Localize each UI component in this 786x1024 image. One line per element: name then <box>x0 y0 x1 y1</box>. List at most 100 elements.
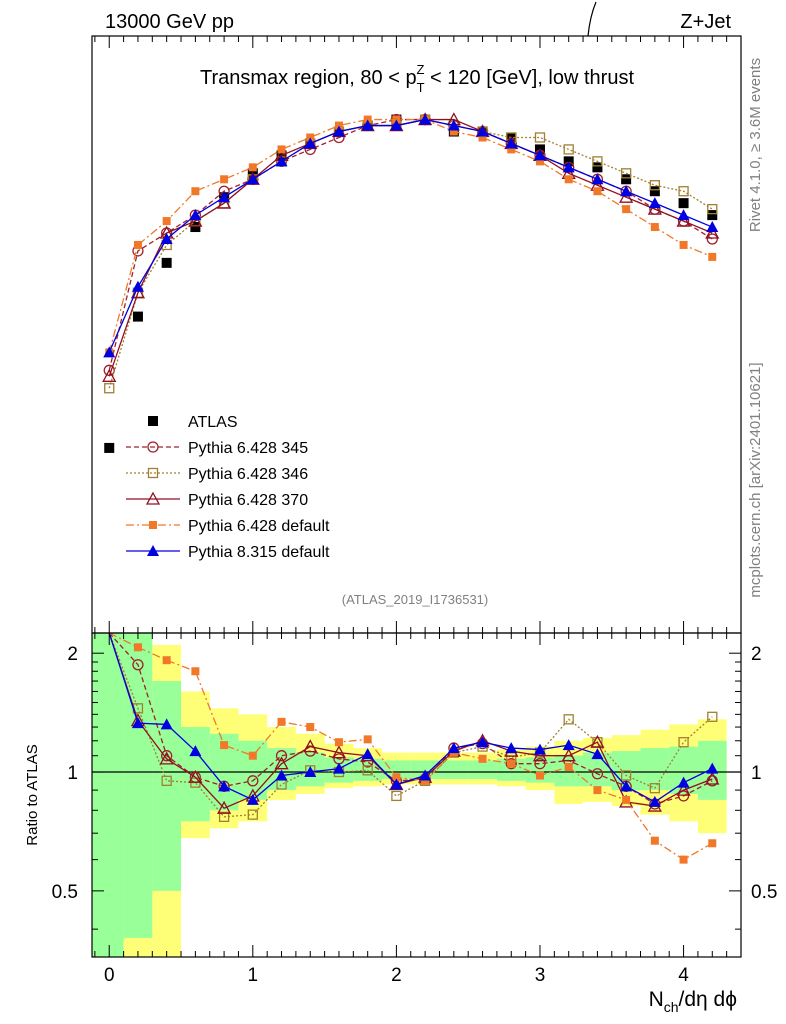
ratio-point-4-5 <box>246 793 259 805</box>
main-point-0-19 <box>649 186 660 197</box>
main-point-4-18 <box>622 205 631 214</box>
ratio-point-1-2 <box>161 775 172 786</box>
main-point-4-2 <box>162 217 171 226</box>
ratio-panel-frame <box>91 632 742 958</box>
legend-label-5: Pythia 8.315 default <box>188 544 330 561</box>
main-point-5-15 <box>533 149 546 161</box>
main-point-5-4 <box>218 191 231 203</box>
ratio-point-2-7 <box>303 739 318 753</box>
main-point-2-15 <box>534 132 546 143</box>
ratio-point-2-21 <box>705 771 720 785</box>
band-green-1 <box>123 633 153 938</box>
ratio-point-2-15 <box>532 748 548 762</box>
main-point-3-18 <box>619 189 634 203</box>
main-point-5-6 <box>275 155 288 167</box>
main-point-2-0 <box>104 383 115 394</box>
main-point-0-17 <box>592 162 603 173</box>
x-axis-label-sub: ch <box>664 999 679 1015</box>
ratio-point-4-17 <box>591 748 604 760</box>
y-tick-label-left-1: 1 <box>67 763 78 784</box>
legend-entry-2: Pythia 6.428 346 <box>126 466 308 483</box>
header-right-label: Z+Jet <box>680 11 731 33</box>
main-line-1 <box>108 118 713 371</box>
legend-marker-1 <box>147 441 159 453</box>
ratio-point-3-10 <box>392 773 401 782</box>
rivet-version-label: Rivet 4.1.0, ≥ 3.6M events <box>747 58 764 232</box>
legend-marker-0 <box>148 416 158 426</box>
band-green-10 <box>382 760 411 780</box>
ratio-point-0-14 <box>505 758 517 770</box>
legend-entry-3: Pythia 6.428 370 <box>126 491 308 509</box>
main-line-2 <box>108 118 713 389</box>
main-point-3-4 <box>217 195 232 209</box>
ratio-point-0-6 <box>275 750 288 762</box>
ratio-point-0-20 <box>677 790 690 802</box>
ratio-point-3-3 <box>191 667 200 676</box>
ratio-point-0-2 <box>161 750 173 762</box>
ratio-point-4-13 <box>476 736 489 748</box>
main-point-4-13 <box>478 133 487 142</box>
main-point-4-14 <box>507 145 516 154</box>
plot-title-sup: Z <box>417 62 425 77</box>
legend-marker-3 <box>145 491 161 505</box>
ratio-line-3 <box>108 632 713 861</box>
main-point-0-18 <box>621 174 632 185</box>
ratio-point-1-18 <box>620 770 632 781</box>
ratio-point-1-20 <box>678 737 689 748</box>
main-point-2-20 <box>678 186 689 197</box>
plot-title-prefix: Transmax region, 80 < p <box>200 67 417 89</box>
analysis-tag: (ATLAS_2019_I1736531) <box>342 592 488 607</box>
main-point-0-1 <box>132 311 143 322</box>
main-point-4-3 <box>191 187 200 196</box>
main-point-5-16 <box>562 161 575 173</box>
y-tick-label-right-0: 0.5 <box>751 882 777 903</box>
legend-marker-2 <box>147 467 159 479</box>
ratio-point-2-3 <box>188 769 203 783</box>
main-point-2-19 <box>649 180 660 191</box>
main-point-5-2 <box>160 232 173 244</box>
ratio-point-2-4 <box>217 800 232 814</box>
main-point-5-7 <box>304 137 317 149</box>
ratio-point-3-6 <box>277 717 286 726</box>
x-tick-label-3: 3 <box>535 965 546 986</box>
legend-label-0: ATLAS <box>188 414 238 431</box>
ratio-point-3-21 <box>708 839 717 848</box>
ratio-point-3-15 <box>535 771 544 780</box>
ratio-series-layer <box>92 632 741 864</box>
main-point-5-11 <box>419 113 432 125</box>
main-point-2-16 <box>563 144 574 155</box>
ratio-point-0-1 <box>132 659 144 671</box>
legend-marker-5 <box>147 545 159 556</box>
ratio-point-4-4 <box>218 780 231 792</box>
main-point-5-21 <box>706 221 719 233</box>
ratio-point-4-8 <box>332 762 345 774</box>
band-green-13 <box>468 760 497 780</box>
ratio-point-3-13 <box>478 754 487 763</box>
main-point-0-2 <box>161 257 172 268</box>
ratio-point-4-21 <box>706 762 719 774</box>
main-point-5-19 <box>648 197 661 209</box>
ratio-point-0-17 <box>591 768 604 780</box>
ratio-point-3-16 <box>564 762 573 771</box>
ratio-point-2-2 <box>159 751 174 765</box>
main-point-5-0 <box>103 346 116 358</box>
ratio-point-4-7 <box>304 766 317 778</box>
main-series-0 <box>104 114 718 453</box>
ratio-point-2-17 <box>590 734 605 748</box>
main-point-2-21 <box>707 203 718 215</box>
legend-entry-4: Pythia 6.428 default <box>126 518 330 535</box>
ratio-point-1-9 <box>362 765 373 776</box>
x-axis-label: Nch/dη dϕ <box>649 988 737 1015</box>
main-series-1 <box>103 113 718 376</box>
ratio-series-3 <box>108 632 717 864</box>
legend-label-2: Pythia 6.428 346 <box>188 466 308 483</box>
main-point-0-3 <box>190 222 201 233</box>
legend-entry-1: Pythia 6.428 345 <box>126 440 308 457</box>
ratio-point-4-10 <box>390 778 403 790</box>
ratio-point-2-6 <box>274 756 289 770</box>
ratio-point-4-12 <box>447 742 460 754</box>
main-point-5-5 <box>246 173 259 185</box>
mcplots-label: mcplots.cern.ch [arXiv:2401.10621] <box>747 362 764 597</box>
x-tick-label-4: 4 <box>678 965 689 986</box>
ratio-point-3-18 <box>622 795 631 804</box>
